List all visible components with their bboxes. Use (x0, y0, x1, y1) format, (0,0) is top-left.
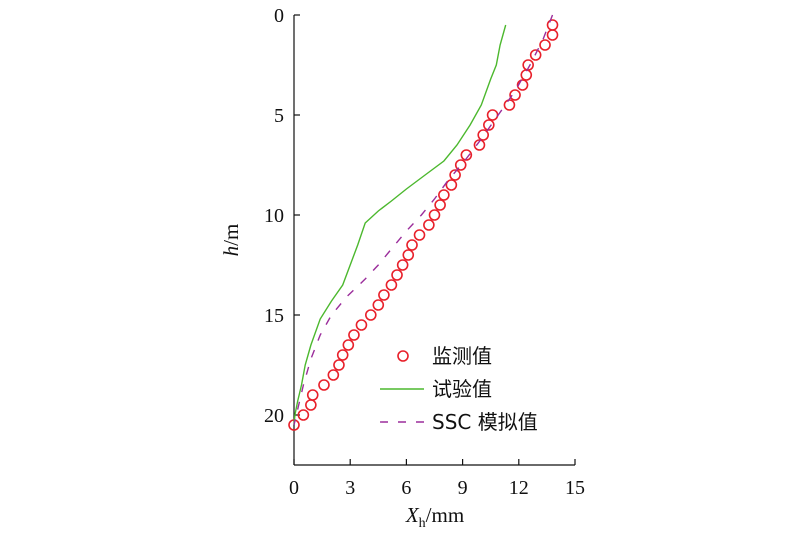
data-point-monitored (546, 29, 559, 41)
data-point-monitored (396, 259, 409, 271)
data-point-monitored (449, 169, 461, 181)
y-axis-title: h/m (219, 224, 243, 257)
legend-label-ssc: SSC 模拟值 (432, 410, 538, 434)
x-tick-label: 3 (345, 477, 355, 499)
data-point-monitored (445, 179, 458, 191)
data-point-monitored (520, 69, 533, 81)
data-point-monitored (385, 279, 398, 291)
data-point-monitored (516, 79, 529, 91)
x-tick-label: 15 (565, 477, 585, 499)
y-tick-label: 0 (274, 5, 284, 27)
x-tick-label: 0 (289, 477, 299, 499)
data-point-monitored (413, 229, 426, 241)
data-point-monitored (539, 39, 551, 51)
y-tick-label: 15 (264, 305, 284, 327)
data-point-monitored (438, 189, 450, 201)
data-point-monitored (529, 49, 542, 61)
data-point-monitored (333, 359, 345, 371)
data-point-monitored (348, 329, 360, 341)
data-point-monitored (297, 409, 310, 421)
x-axis-title-sub: h (419, 516, 426, 531)
x-axis-title: Xh/mm (405, 503, 464, 531)
data-point-monitored (486, 109, 499, 121)
y-ticks: 0 5 10 15 20 (264, 5, 300, 427)
series-monitored-markers (288, 19, 559, 431)
data-point-monitored (423, 219, 435, 231)
legend-label-monitored: 监测值 (432, 344, 492, 368)
data-point-monitored (477, 129, 490, 141)
series-layer (288, 14, 559, 431)
data-point-monitored (378, 289, 390, 301)
y-tick-label: 5 (274, 105, 284, 127)
data-point-monitored (473, 139, 486, 151)
data-point-monitored (391, 269, 403, 281)
legend-marker-monitored (397, 350, 409, 362)
data-point-monitored (306, 389, 319, 401)
data-point-monitored (509, 89, 521, 101)
data-point-monitored (503, 99, 516, 111)
data-point-monitored (305, 399, 317, 411)
y-tick-label: 10 (264, 205, 284, 227)
data-point-monitored (454, 159, 467, 171)
data-point-monitored (434, 199, 446, 211)
y-axis-title-main: h (219, 246, 243, 257)
series-line-test (293, 24, 507, 426)
data-point-monitored (406, 239, 418, 251)
x-tick-label: 6 (401, 477, 411, 499)
legend: 监测值 试验值 SSC 模拟值 (380, 344, 538, 434)
data-point-monitored (483, 119, 495, 131)
data-point-monitored (318, 379, 330, 391)
data-point-monitored (402, 249, 415, 261)
data-point-monitored (336, 349, 349, 361)
data-point-monitored (365, 309, 377, 321)
y-tick-label: 20 (264, 405, 284, 427)
data-point-monitored (460, 149, 473, 161)
axes (293, 15, 575, 466)
x-axis-title-main: X (405, 503, 420, 527)
x-ticks: 0 3 6 9 12 15 (289, 459, 585, 499)
legend-label-test: 试验值 (432, 377, 492, 401)
data-point-monitored (546, 19, 559, 31)
x-axis-title-unit: /mm (426, 503, 465, 527)
series-line-ssc (293, 14, 554, 426)
x-tick-label: 9 (458, 477, 468, 499)
y-axis-title-unit: /m (219, 224, 243, 246)
data-point-monitored (428, 209, 441, 221)
data-point-monitored (342, 339, 355, 351)
data-point-monitored (372, 299, 385, 311)
data-point-monitored (355, 319, 368, 331)
data-point-monitored (327, 369, 340, 381)
x-tick-label: 12 (509, 477, 529, 499)
